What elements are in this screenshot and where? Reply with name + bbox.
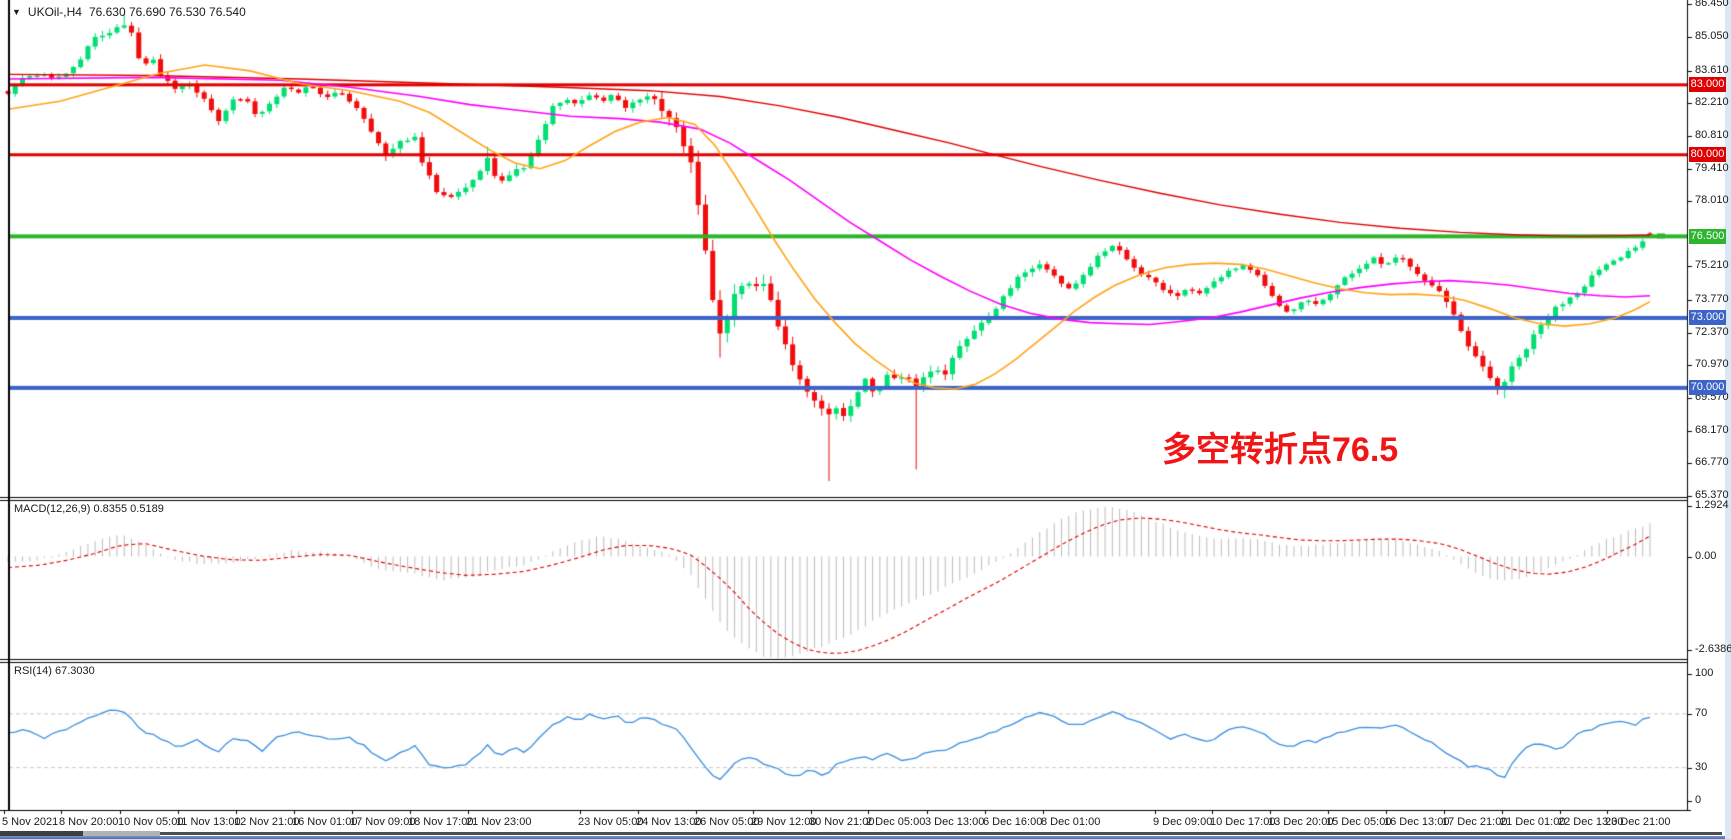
macd-tick-label: 0.00 [1695, 549, 1717, 562]
h-scrollbar-thumb[interactable] [0, 831, 83, 836]
rsi-tick-label: 100 [1695, 666, 1714, 679]
rsi-tick-label: 30 [1695, 760, 1708, 773]
time-tick-label: 10 Dec 17:00 [1210, 816, 1276, 828]
rsi-tick-label: 70 [1695, 706, 1708, 719]
macd-tick-label: -2.6386 [1695, 643, 1731, 655]
time-tick-label: 8 Dec 01:00 [1041, 816, 1101, 828]
time-tick-label: 16 Nov 01:00 [292, 816, 358, 828]
time-tick-label: 5 Nov 2021 [2, 816, 59, 828]
time-axis[interactable]: 5 Nov 2021 8 Nov 20:00 10 Nov 05:00 11 Nov … [0, 811, 1731, 833]
price-tick-label: 85.050 [1695, 30, 1729, 43]
time-tick-label: 17 Dec 21:00 [1442, 816, 1508, 828]
time-tick-label: 29 Nov 12:00 [751, 816, 817, 828]
price-axis[interactable] [1687, 0, 1725, 810]
price-tick-label: 80.810 [1695, 128, 1729, 141]
price-tick-label: 86.450 [1695, 0, 1729, 10]
hline-price-badge: 80.000 [1689, 147, 1726, 163]
time-tick-label: 15 Dec 05:00 [1326, 816, 1392, 828]
hline-price-badge: 73.000 [1689, 310, 1726, 326]
time-tick-label: 18 Nov 17:00 [408, 816, 474, 828]
time-tick-label: 12 Nov 21:00 [234, 816, 300, 828]
rsi-tick-label: 0 [1695, 794, 1702, 806]
time-tick-label: 17 Nov 09:00 [350, 816, 416, 828]
time-tick-label: 30 Nov 21:00 [809, 816, 875, 828]
h-scrollbar-track[interactable] [0, 832, 1722, 835]
time-tick-label: 9 Dec 09:00 [1153, 816, 1213, 828]
macd-indicator-label: MACD(12,26,9) 0.8355 0.5189 [14, 503, 164, 515]
time-tick-label: 16 Dec 13:00 [1384, 816, 1450, 828]
time-tick-label: 10 Nov 05:00 [118, 816, 184, 828]
time-tick-label: 13 Dec 20:00 [1268, 816, 1334, 828]
symbol-label: UKOil-,H4 [27, 5, 82, 19]
symbol-dropdown-icon[interactable]: ▼ [12, 7, 21, 17]
price-tick-label: 70.970 [1695, 358, 1729, 371]
time-tick-label: 3 Dec 13:00 [925, 816, 985, 828]
price-tick-label: 83.610 [1695, 63, 1729, 76]
price-tick-label: 79.410 [1695, 161, 1729, 174]
time-tick-label: 24 Nov 13:00 [636, 816, 702, 828]
time-tick-label: 8 Nov 20:00 [59, 816, 119, 828]
hline-price-badge: 76.500 [1689, 228, 1726, 244]
ohlc-values: 76.630 76.690 76.530 76.540 [88, 5, 246, 19]
time-tick-label: 21 Nov 23:00 [466, 816, 532, 828]
window-bottom-border [0, 836, 1731, 839]
macd-tick-label: 1.2924 [1695, 498, 1729, 511]
time-tick-label: 21 Dec 01:00 [1500, 816, 1566, 828]
time-tick-label: 23 Dec 21:00 [1605, 816, 1671, 828]
time-tick-label: 6 Dec 16:00 [983, 816, 1043, 828]
chart-text-annotation[interactable]: 多空转折点76.5 [1162, 431, 1399, 469]
rsi-indicator-label: RSI(14) 67.3030 [14, 665, 95, 677]
time-tick-label: 22 Dec 13:00 [1558, 816, 1624, 828]
price-tick-label: 66.770 [1695, 456, 1729, 469]
price-tick-label: 72.370 [1695, 325, 1729, 338]
price-tick-label: 73.770 [1695, 293, 1729, 305]
chart-title-row: ▼ UKOil-,H4 76.630 76.690 76.530 76.540 [12, 5, 246, 19]
price-tick-label: 82.210 [1695, 96, 1729, 109]
window-right-border [1725, 0, 1731, 839]
time-tick-label: 11 Nov 13:00 [176, 816, 241, 828]
price-tick-label: 78.010 [1695, 194, 1729, 207]
hline-price-badge: 83.000 [1689, 77, 1726, 93]
price-tick-label: 68.170 [1695, 423, 1729, 436]
price-tick-label: 75.210 [1695, 259, 1729, 272]
time-tick-label: 2 Dec 05:00 [866, 816, 926, 828]
price-tick-label: 65.370 [1695, 488, 1729, 501]
time-tick-label: 23 Nov 05:00 [578, 816, 644, 828]
time-tick-label: 26 Nov 05:00 [694, 816, 760, 828]
h-scrollbar-page[interactable] [83, 831, 160, 836]
hline-price-badge: 70.000 [1689, 380, 1726, 396]
